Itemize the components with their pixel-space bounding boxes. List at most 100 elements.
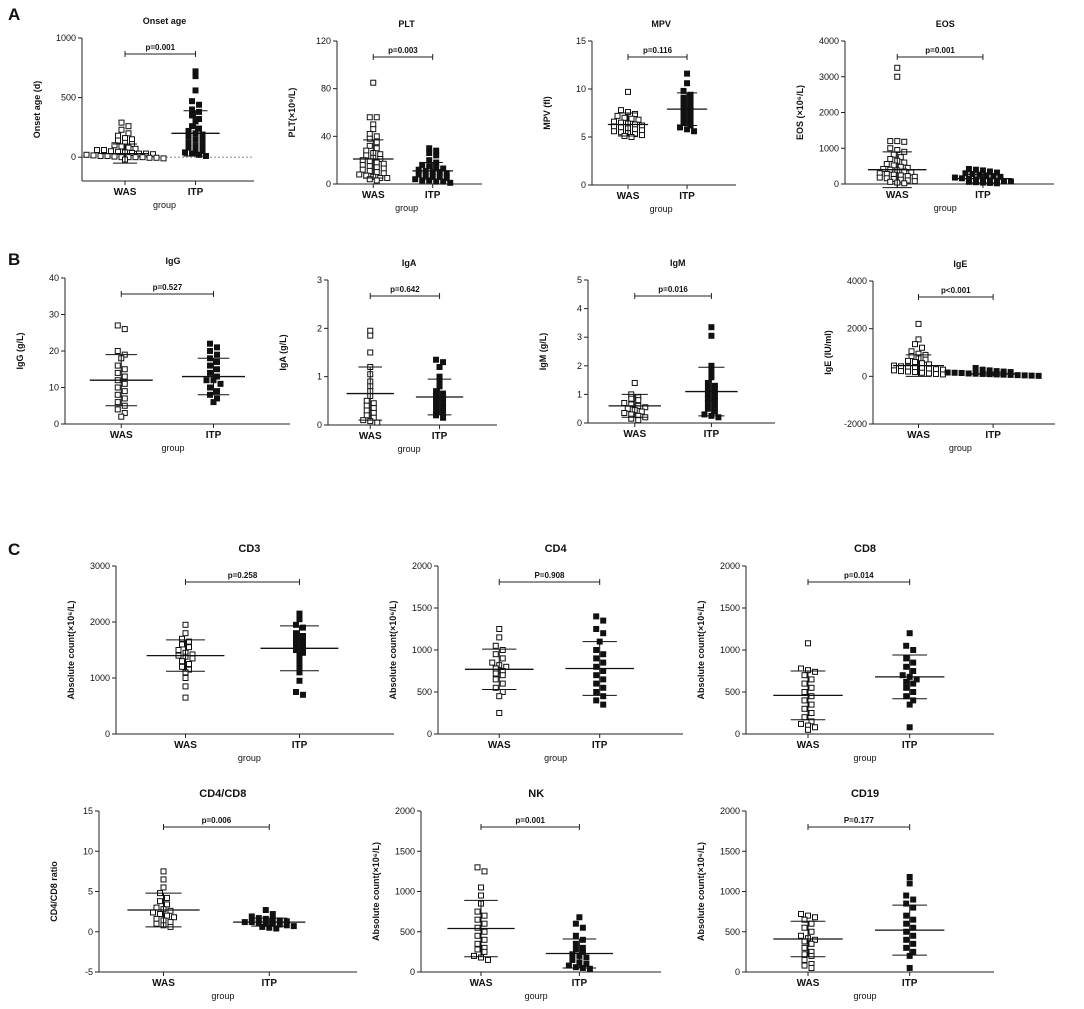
was-data-point xyxy=(367,332,374,339)
was-data-point xyxy=(915,336,922,343)
was-data-point xyxy=(366,142,373,149)
was-data-point xyxy=(901,138,908,145)
was-data-point xyxy=(808,920,815,927)
was-data-point xyxy=(374,419,381,426)
y-tick-label: 2 xyxy=(577,361,582,371)
was-data-point xyxy=(366,114,373,121)
was-data-point xyxy=(474,916,481,923)
x-axis-label: group xyxy=(211,991,234,1001)
x-category-label: ITP xyxy=(292,740,308,751)
itp-data-point xyxy=(687,107,694,114)
x-category-label: WAS xyxy=(114,187,137,198)
was-data-point xyxy=(186,638,192,645)
was-data-point xyxy=(898,368,904,375)
itp-data-point xyxy=(1035,372,1042,379)
itp-data-point xyxy=(715,414,722,421)
itp-data-point xyxy=(906,880,913,887)
was-data-point xyxy=(912,359,918,366)
was-data-point xyxy=(380,160,387,167)
was-data-point xyxy=(808,684,815,691)
y-tick-label: 20 xyxy=(49,346,59,356)
was-data-point xyxy=(182,675,189,681)
y-tick-label: 0 xyxy=(410,967,415,977)
was-data-point xyxy=(366,163,373,170)
was-data-point xyxy=(125,144,132,151)
itp-data-point xyxy=(687,116,694,123)
was-data-point xyxy=(175,647,182,653)
itp-data-point xyxy=(1000,178,1007,185)
was-data-point xyxy=(901,168,908,175)
was-data-point xyxy=(373,169,380,176)
y-axis-label: IgA (g/L) xyxy=(278,334,288,370)
was-data-point xyxy=(373,159,380,166)
was-data-point xyxy=(621,409,628,416)
itp-data-point xyxy=(583,954,590,961)
was-data-point xyxy=(496,710,503,716)
itp-data-point xyxy=(185,139,192,146)
itp-data-point xyxy=(711,382,718,389)
was-data-point xyxy=(363,152,370,159)
itp-data-point xyxy=(436,173,443,180)
itp-data-point xyxy=(910,680,917,687)
y-tick-label: 0 xyxy=(427,729,432,739)
x-category-label: ITP xyxy=(985,430,1001,441)
was-data-point xyxy=(380,170,387,177)
itp-data-point xyxy=(910,697,917,704)
chart-title: CD3 xyxy=(238,543,260,555)
y-tick-label: 500 xyxy=(725,927,740,937)
was-data-point xyxy=(801,951,808,958)
itp-data-point xyxy=(704,379,711,386)
itp-data-point xyxy=(983,172,990,179)
was-data-point xyxy=(904,164,911,171)
y-tick-label: 2000 xyxy=(819,108,839,118)
itp-data-point xyxy=(903,693,910,700)
y-tick-label: 10 xyxy=(83,846,93,856)
itp-data-point xyxy=(593,672,600,679)
itp-data-point xyxy=(217,380,224,387)
was-data-point xyxy=(481,868,488,875)
y-tick-label: 1500 xyxy=(395,846,415,856)
x-category-label: ITP xyxy=(902,978,918,989)
was-data-point xyxy=(492,670,499,677)
pvalue-label: p=0.016 xyxy=(658,285,688,294)
itp-data-point xyxy=(910,689,917,695)
was-data-point xyxy=(121,395,128,402)
itp-data-point xyxy=(680,114,687,121)
was-data-point xyxy=(481,920,488,927)
pvalue-label: p=0.642 xyxy=(390,285,420,294)
itp-data-point xyxy=(910,940,917,947)
itp-data-point xyxy=(433,152,440,159)
was-data-point xyxy=(639,127,645,134)
x-category-label: ITP xyxy=(572,978,588,989)
was-data-point xyxy=(122,135,128,142)
chart-title: NK xyxy=(528,788,544,800)
was-data-point xyxy=(611,118,617,125)
itp-data-point xyxy=(906,724,913,731)
itp-data-point xyxy=(903,944,910,951)
itp-data-point xyxy=(262,915,269,922)
itp-data-point xyxy=(436,364,443,370)
was-data-point xyxy=(492,665,499,672)
itp-data-point xyxy=(196,108,203,115)
was-data-point xyxy=(129,136,135,143)
itp-data-point xyxy=(572,946,579,953)
was-data-point xyxy=(171,914,177,921)
was-data-point xyxy=(496,626,503,632)
itp-data-point xyxy=(704,405,711,412)
itp-data-point xyxy=(708,332,715,339)
itp-data-point xyxy=(951,174,958,181)
y-tick-label: 5 xyxy=(88,887,93,897)
panel-letter-a: A xyxy=(8,5,20,24)
y-tick-label: 5 xyxy=(581,132,586,142)
itp-data-point xyxy=(600,659,607,666)
was-data-point xyxy=(808,693,815,700)
y-tick-label: 1000 xyxy=(56,33,76,43)
was-data-point xyxy=(111,142,118,149)
itp-data-point xyxy=(443,175,450,182)
was-data-point xyxy=(111,153,118,160)
was-data-point xyxy=(812,936,818,943)
itp-data-point xyxy=(189,123,196,130)
was-data-point xyxy=(625,88,631,95)
itp-data-point xyxy=(593,647,600,653)
itp-data-point xyxy=(586,965,593,972)
